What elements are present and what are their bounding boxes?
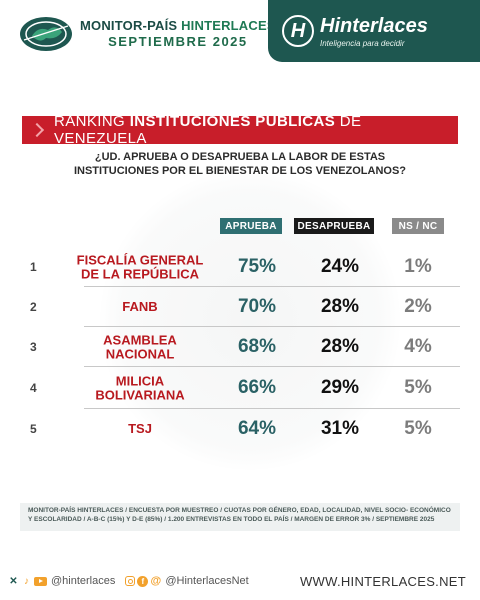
globe-logo-icon [18,14,74,54]
tiktok-icon[interactable]: ♪ [24,575,29,587]
nsnc-value: 5% [404,418,432,439]
nsnc-value: 1% [404,256,432,277]
column-header-approve: APRUEBA [220,218,282,234]
hinterlaces-logo-block: H Hinterlaces Inteligencia para decidir [268,0,480,62]
approve-value: 75% [237,256,277,277]
rank-number: 1 [30,260,37,274]
institution-name: ASAMBLEA NACIONAL [103,332,177,361]
row-divider [84,366,460,367]
approve-value: 64% [237,418,277,439]
nsnc-value: 5% [404,377,432,398]
rank-number: 4 [30,381,37,395]
website-link[interactable]: WWW.HINTERLACES.NET [299,573,466,589]
hinterlaces-logo-icon: H [282,15,314,47]
column-header-disapprove: DESAPRUEBA [294,218,374,234]
disapprove-value: 29% [320,377,360,398]
approve-value: 70% [237,296,277,317]
rank-number: 2 [30,300,37,314]
banner-title: RANKING INSTITUCIONES PÚBLICAS DE VENEZU… [53,113,362,147]
institution-name: TSJ [128,421,152,437]
facebook-icon[interactable]: f [137,575,149,587]
nsnc-value: 4% [404,336,432,357]
row-divider [84,286,460,287]
threads-icon[interactable]: @ [150,575,162,587]
disapprove-value: 24% [320,256,360,277]
x-icon[interactable]: ✕ [9,575,18,587]
approve-value: 66% [237,377,277,398]
row-divider [84,408,460,409]
chevron-right-icon [29,122,45,138]
survey-question: ¿UD. APRUEBA O DESAPRUEBA LA LABOR DE ES… [73,151,407,177]
footer: ✕ ♪ @hinterlaces f @ @HinterlacesNet WWW… [8,572,472,590]
nsnc-value: 2% [404,296,432,317]
table-row: 1 FISCALÍA GENERAL DE LA REPÚBLICA 75% 24… [24,247,460,287]
table-row: 5 TSJ 64% 31% 5% [24,409,460,449]
ranking-banner: RANKING INSTITUCIONES PÚBLICAS DE VENEZU… [22,113,458,147]
brand-title: MONITOR-PAÍS HINTERLACES [80,18,276,34]
social-handle[interactable]: @hinterlaces [51,575,116,587]
disapprove-value: 31% [320,418,360,439]
table-row: 2 FANB 70% 28% 2% [24,287,460,327]
column-header-nsnc: NS / NC [392,218,444,234]
hinterlaces-tagline: Inteligencia para decidir [320,38,405,48]
instagram-icon[interactable] [125,576,136,586]
disapprove-value: 28% [320,296,360,317]
rank-number: 3 [30,340,37,354]
header: MONITOR-PAÍS HINTERLACES SEPTIEMBRE 2025… [0,0,480,70]
institution-name: MILICIA BOLIVARIANA [95,373,185,402]
monitor-pais-brand: MONITOR-PAÍS HINTERLACES SEPTIEMBRE 2025 [18,14,276,54]
institution-name: FISCALÍA GENERAL DE LA REPÚBLICA [76,252,204,281]
disapprove-value: 28% [320,336,360,357]
table-row: 3 ASAMBLEA NACIONAL 68% 28% 4% [24,327,460,367]
row-divider [84,326,460,327]
institution-name: FANB [122,299,158,315]
rank-number: 5 [30,422,37,436]
approve-value: 68% [237,336,277,357]
table-row: 4 MILICIA BOLIVARIANA 66% 29% 5% [24,367,460,409]
brand-subtitle: SEPTIEMBRE 2025 [108,34,248,49]
methodology-footnote: MONITOR-PAÍS HINTERLACES / ENCUESTA POR … [20,503,460,531]
youtube-icon[interactable] [34,576,47,586]
hinterlaces-name: Hinterlaces [320,14,428,37]
social-handle[interactable]: @HinterlacesNet [165,575,249,587]
